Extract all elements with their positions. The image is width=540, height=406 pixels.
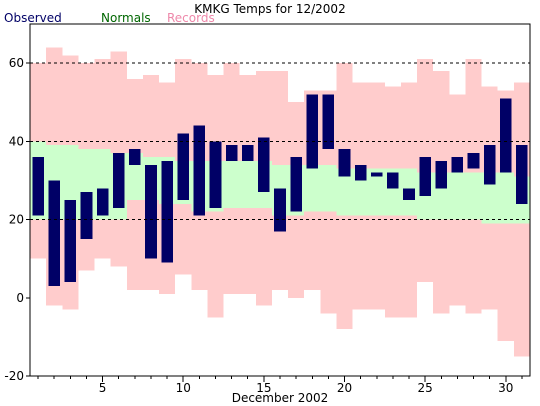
y-tick-label-0: 0: [16, 291, 24, 305]
observed-bar-day-22: [370, 172, 383, 177]
normals-bar-day-7: [126, 153, 143, 200]
observed-bar-day-16: [274, 188, 286, 232]
observed-bar-day-20: [338, 149, 351, 177]
normals-bar-day-14: [239, 160, 256, 208]
x-tick-label-25: 25: [418, 381, 433, 395]
observed-bar-day-21: [354, 164, 367, 181]
observed-bar-day-25: [419, 156, 431, 197]
observed-bar-day-8: [145, 164, 157, 259]
x-tick-label-15: 15: [256, 381, 271, 395]
x-tick-label-30: 30: [498, 381, 513, 395]
legend-normals: Normals: [101, 11, 151, 25]
observed-bar-day-26: [435, 160, 448, 189]
observed-bar-day-13: [225, 145, 238, 161]
normals-bar-day-21: [352, 168, 369, 216]
x-tick-label-20: 20: [337, 381, 352, 395]
x-tick-label-5: 5: [99, 381, 107, 395]
normals-bar-day-18: [304, 164, 321, 212]
normals-bar-day-13: [223, 160, 240, 208]
observed-bar-day-15: [258, 137, 270, 193]
observed-bar-day-14: [241, 145, 254, 161]
observed-bar-day-3: [64, 200, 77, 283]
observed-bar-day-1: [32, 156, 44, 216]
plot-area: -20 0 20 40 60 5 10 15 20 25 30: [4, 23, 531, 395]
observed-bar-day-9: [161, 160, 173, 263]
normals-bar-day-28: [465, 172, 482, 220]
observed-bar-day-12: [209, 141, 222, 208]
legend-observed: Observed: [4, 11, 62, 25]
observed-bar-day-29: [483, 145, 496, 185]
observed-bar-day-10: [177, 133, 190, 200]
observed-bar-day-2: [48, 180, 60, 287]
observed-bar-day-23: [387, 172, 399, 189]
x-tick-label-10: 10: [176, 381, 191, 395]
y-tick-label--20: -20: [4, 369, 24, 383]
observed-bar-day-30: [500, 98, 512, 173]
observed-bar-day-31: [516, 145, 528, 204]
observed-bar-day-24: [403, 188, 415, 200]
observed-bar-day-5: [96, 188, 109, 216]
normals-bar-day-22: [368, 168, 385, 216]
observed-bar-day-27: [451, 156, 464, 173]
observed-bar-day-19: [322, 94, 335, 150]
observed-bar-day-7: [129, 149, 141, 165]
legend-records: Records: [167, 11, 215, 25]
normals-bar-day-19: [320, 164, 337, 212]
normals-bar-day-30: [497, 172, 514, 224]
y-tick-label-20: 20: [9, 213, 24, 227]
observed-bar-day-6: [112, 153, 125, 208]
normals-bar-day-29: [481, 172, 498, 224]
x-axis-label: December 2002: [232, 391, 329, 405]
chart-title: KMKG Temps for 12/2002: [194, 2, 345, 16]
y-tick-label-40: 40: [9, 134, 24, 148]
observed-bar-day-28: [467, 153, 480, 169]
normals-bar-day-20: [336, 168, 353, 216]
observed-bar-day-4: [80, 192, 93, 240]
observed-bar-day-17: [290, 156, 302, 212]
observed-bar-day-18: [306, 94, 319, 169]
y-tick-label-60: 60: [9, 56, 24, 70]
normals-bar-day-27: [449, 172, 466, 220]
observed-bar-day-11: [193, 125, 206, 216]
